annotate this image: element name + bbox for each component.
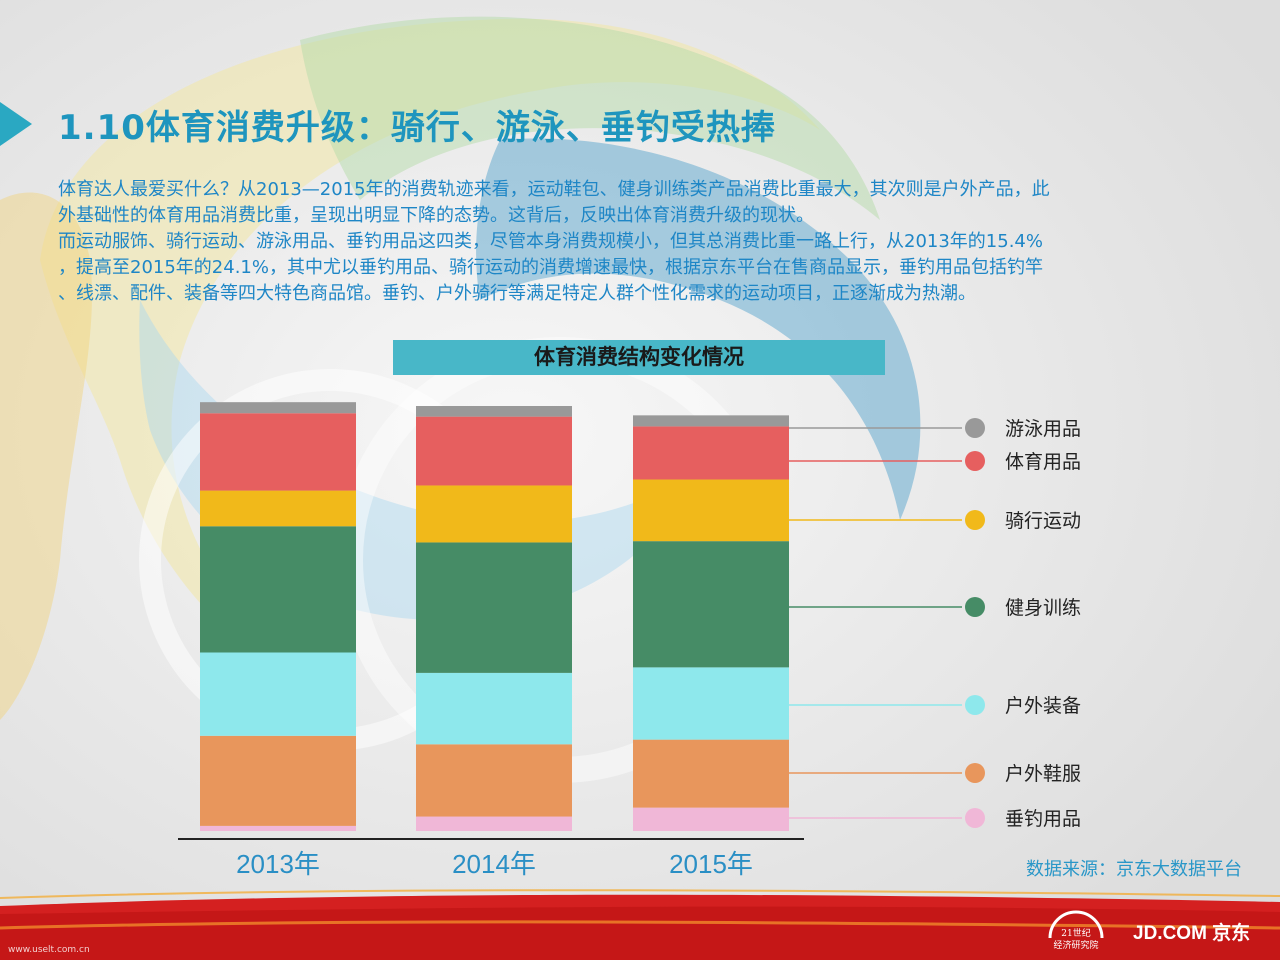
bar-segment-2-1 bbox=[416, 816, 572, 831]
svg-text:21世纪: 21世纪 bbox=[1061, 927, 1090, 939]
bar-segment-2-3 bbox=[416, 672, 572, 745]
data-source: 数据来源：京东大数据平台 bbox=[1026, 859, 1242, 880]
bar-segment-2-2 bbox=[416, 744, 572, 817]
21st-century-logo-icon: 21世纪 经济研究院 bbox=[1048, 910, 1104, 951]
chart-title: 体育消费结构变化情况 bbox=[393, 340, 885, 375]
legend-label: 健身训练 bbox=[1005, 597, 1081, 619]
legend-marker bbox=[965, 510, 985, 530]
legend-label: 游泳用品 bbox=[1005, 418, 1081, 440]
legend-label: 垂钓用品 bbox=[1005, 808, 1081, 830]
legend-label: 骑行运动 bbox=[1005, 510, 1081, 532]
bar-segment-1-4 bbox=[200, 526, 356, 653]
bar-segment-3-6 bbox=[633, 426, 789, 480]
x-tick-label: 2015年 bbox=[669, 849, 753, 879]
legend-marker bbox=[965, 808, 985, 828]
paragraph-line-3: 而运动服饰、骑行运动、游泳用品、垂钓用品这四类，尽管本身消费规模小，但其总消费比… bbox=[58, 231, 1043, 252]
bar-segment-1-7 bbox=[200, 402, 356, 414]
bar-segment-3-5 bbox=[633, 479, 789, 542]
legend-label: 户外装备 bbox=[1005, 695, 1081, 717]
bottom-band bbox=[0, 889, 1280, 960]
legend-label: 户外鞋服 bbox=[1005, 763, 1081, 785]
legend-marker bbox=[965, 418, 985, 438]
legend-label: 体育用品 bbox=[1005, 451, 1081, 473]
paragraph-line-2: 外基础性的体育用品消费比重，呈现出明显下降的态势。这背后，反映出体育消费升级的现… bbox=[58, 205, 814, 226]
bar-segment-3-3 bbox=[633, 667, 789, 740]
paragraph-line-1: 体育达人最爱买什么？从2013—2015年的消费轨迹来看，运动鞋包、健身训练类产… bbox=[58, 179, 1050, 200]
watermark-text: www.uselt.com.cn bbox=[8, 945, 90, 955]
bar-segment-3-1 bbox=[633, 807, 789, 831]
bar-segment-2-4 bbox=[416, 542, 572, 673]
bar-segment-1-1 bbox=[200, 825, 356, 831]
x-tick-label: 2014年 bbox=[452, 849, 536, 879]
legend-marker bbox=[965, 695, 985, 715]
bar-segment-2-6 bbox=[416, 416, 572, 486]
bar-segment-1-5 bbox=[200, 490, 356, 527]
paragraph-line-5: 、线漂、配件、装备等四大特色商品馆。垂钓、户外骑行等满足特定人群个性化需求的运动… bbox=[58, 283, 976, 304]
x-tick-label: 2013年 bbox=[236, 849, 320, 879]
bar-segment-1-3 bbox=[200, 652, 356, 736]
bar-segment-3-2 bbox=[633, 739, 789, 808]
bar-segment-3-4 bbox=[633, 541, 789, 668]
title-arrow-icon bbox=[0, 102, 32, 146]
bar-segment-2-5 bbox=[416, 485, 572, 543]
paragraph-line-4: ，提高至2015年的24.1%，其中尤以垂钓用品、骑行运动的消费增速最快，根据京… bbox=[58, 257, 1043, 278]
page-title: 1.10体育消费升级：骑行、游泳、垂钓受热捧 bbox=[58, 108, 776, 148]
bar-segment-2-7 bbox=[416, 406, 572, 417]
bar-segment-1-2 bbox=[200, 735, 356, 826]
legend-marker bbox=[965, 597, 985, 617]
legend-marker bbox=[965, 763, 985, 783]
bar-segment-1-6 bbox=[200, 413, 356, 491]
jd-logo: JD.COM 京东 bbox=[1133, 923, 1251, 944]
legend-marker bbox=[965, 451, 985, 471]
svg-text:经济研究院: 经济研究院 bbox=[1053, 939, 1098, 951]
bar-segment-3-7 bbox=[633, 415, 789, 427]
